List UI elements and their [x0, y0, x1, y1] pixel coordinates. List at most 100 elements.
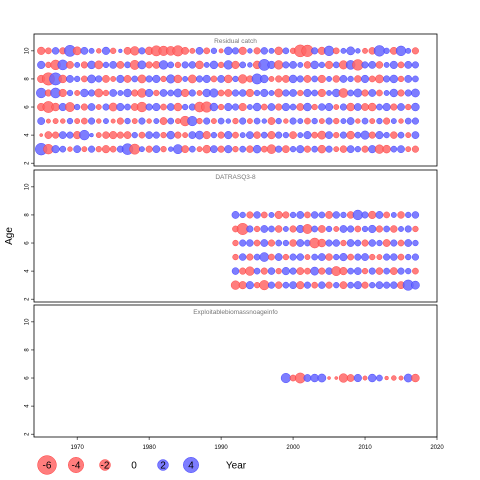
- residual-bubble: [390, 225, 398, 233]
- residual-bubble: [168, 146, 174, 152]
- residual-bubble: [383, 211, 390, 219]
- residual-bubble: [260, 239, 269, 247]
- residual-bubble: [246, 253, 254, 261]
- residual-bubble: [311, 47, 319, 55]
- residual-bubble: [145, 88, 154, 97]
- residual-bubble: [311, 253, 318, 261]
- residual-bubble: [311, 131, 318, 139]
- residual-bubble: [411, 373, 420, 383]
- residual-bubble: [102, 103, 110, 111]
- residual-bubble: [283, 118, 289, 124]
- residual-bubble: [58, 131, 67, 139]
- residual-bubble: [260, 211, 268, 219]
- residual-bubble: [296, 145, 305, 154]
- residual-bubble: [289, 117, 297, 125]
- residual-bubble: [304, 117, 311, 125]
- residual-bubble: [390, 253, 398, 261]
- residual-bubble: [361, 61, 369, 69]
- residual-bubble: [203, 117, 211, 125]
- residual-bubble: [397, 239, 405, 247]
- residual-bubble: [246, 145, 254, 153]
- y-axis-title: Age: [4, 227, 15, 245]
- residual-bubble: [232, 239, 239, 247]
- residual-bubble: [282, 226, 289, 232]
- residual-bubble: [303, 281, 311, 289]
- residual-bubble: [317, 238, 327, 248]
- residual-bubble: [333, 117, 340, 125]
- residual-bubble: [138, 117, 146, 125]
- residual-bubble: [138, 47, 146, 55]
- residual-bubble: [260, 131, 268, 139]
- residual-bubble: [412, 225, 419, 233]
- residual-bubble: [389, 60, 398, 69]
- residual-bubble: [137, 60, 147, 70]
- residual-bubble: [353, 88, 363, 98]
- residual-bubble: [383, 75, 391, 83]
- residual-bubble: [182, 76, 189, 82]
- legend-label: 0: [131, 461, 137, 472]
- residual-bubble: [109, 145, 117, 153]
- residual-bubble: [195, 130, 204, 140]
- residual-bubble: [390, 281, 398, 289]
- residual-bubble: [361, 211, 369, 219]
- y-tick-label: 6: [25, 376, 31, 380]
- residual-bubble: [259, 252, 270, 262]
- residual-bubble: [397, 211, 405, 219]
- residual-bubble: [361, 117, 369, 125]
- residual-bubble: [217, 75, 225, 83]
- residual-bubble: [167, 89, 175, 97]
- residual-bubble: [274, 253, 283, 261]
- residual-bubble: [131, 75, 139, 83]
- residual-bubble: [397, 253, 405, 261]
- residual-bubble: [412, 75, 419, 83]
- residual-bubble: [152, 61, 161, 69]
- residual-bubble: [101, 46, 110, 55]
- residual-bubble: [124, 117, 131, 125]
- residual-bubble: [376, 103, 383, 111]
- residual-bubble: [383, 117, 391, 125]
- residual-bubble: [36, 87, 47, 99]
- residual-bubble: [297, 118, 304, 124]
- residual-bubble: [87, 74, 96, 84]
- residual-bubble: [137, 88, 147, 98]
- residual-bubble: [404, 117, 412, 125]
- y-tick-label: 8: [25, 213, 31, 217]
- residual-bubble: [67, 146, 73, 152]
- residual-bubble: [412, 239, 419, 247]
- residual-bubble: [340, 118, 347, 124]
- residual-bubble: [260, 267, 268, 275]
- residual-bubble: [275, 75, 283, 83]
- residual-bubble: [397, 145, 405, 153]
- residual-bubble: [280, 373, 291, 384]
- residual-bubble: [129, 143, 141, 155]
- residual-bubble: [325, 281, 333, 289]
- residual-bubble: [282, 211, 290, 219]
- residual-bubble: [289, 281, 297, 289]
- residual-bubble: [389, 74, 398, 84]
- residual-bubble: [289, 211, 297, 219]
- residual-bubble: [384, 375, 389, 381]
- residual-bubble: [282, 89, 290, 97]
- residual-bubble: [230, 280, 241, 290]
- residual-bubble: [268, 253, 275, 261]
- residual-bubble: [368, 373, 377, 383]
- residual-bubble: [209, 88, 219, 98]
- residual-bubble: [332, 211, 340, 219]
- residual-bubble: [102, 89, 110, 97]
- residual-bubble: [261, 118, 267, 124]
- residual-bubble: [411, 280, 420, 290]
- residual-bubble: [412, 267, 419, 275]
- residual-bubble: [253, 225, 261, 233]
- residual-bubble: [124, 103, 131, 111]
- residual-bubble: [266, 144, 277, 154]
- residual-bubble: [405, 146, 412, 153]
- residual-bubble: [354, 131, 362, 139]
- residual-bubble: [110, 76, 117, 82]
- residual-bubble: [296, 253, 304, 261]
- residual-bubble: [389, 88, 398, 98]
- residual-bubble: [355, 118, 361, 124]
- residual-bubble: [238, 74, 248, 84]
- residual-bubble: [268, 225, 275, 233]
- residual-bubble: [317, 144, 327, 154]
- residual-bubble: [397, 267, 405, 275]
